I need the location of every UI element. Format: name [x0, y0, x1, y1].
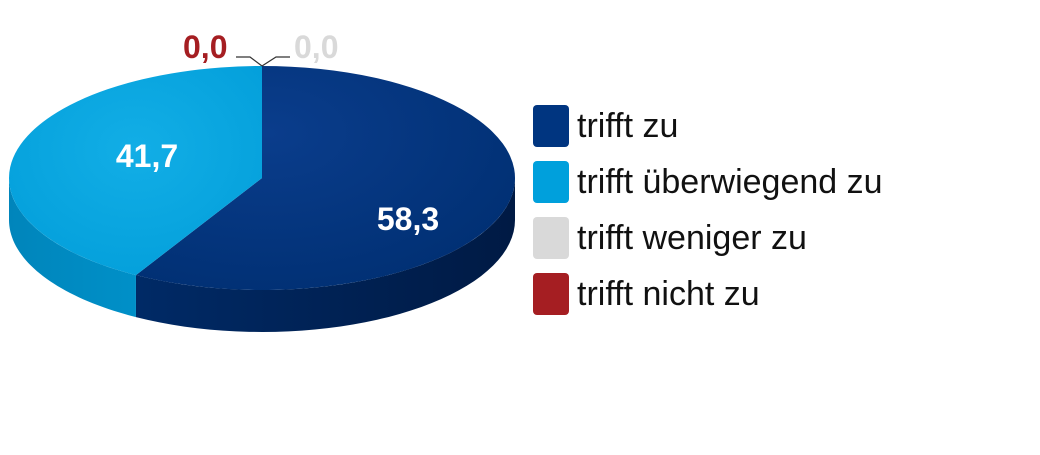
value-label-trifft-weniger-zu: 0,0: [294, 29, 338, 65]
value-label-trifft-ueberwiegend-zu: 41,7: [116, 138, 178, 174]
legend-item-trifft-ueberwiegend-zu: trifft überwiegend zu: [533, 154, 883, 210]
pie-slice-trifft-zu: [135, 66, 516, 291]
legend-label: trifft nicht zu: [577, 274, 760, 313]
legend-item-trifft-zu: trifft zu: [533, 98, 883, 154]
legend-label: trifft weniger zu: [577, 218, 807, 257]
legend-label: trifft zu: [577, 106, 679, 145]
legend-swatch: [533, 105, 569, 147]
legend-swatch: [533, 161, 569, 203]
legend-swatch: [533, 273, 569, 315]
legend-label: trifft überwiegend zu: [577, 162, 883, 201]
legend-swatch: [533, 217, 569, 259]
legend: trifft zu trifft überwiegend zu trifft w…: [533, 98, 883, 322]
pie-side-trifft-zu: [135, 178, 515, 332]
pie-side-trifft-ueberwiegend-zu: [9, 178, 136, 318]
leader-line-trifft-weniger-zu: [261, 56, 290, 67]
value-label-trifft-zu: 58,3: [377, 201, 439, 237]
leader-line-trifft-nicht-zu: [236, 56, 263, 67]
legend-item-trifft-nicht-zu: trifft nicht zu: [533, 266, 883, 322]
value-label-trifft-nicht-zu: 0,0: [183, 29, 227, 65]
pie-slice-trifft-ueberwiegend-zu: [9, 66, 262, 276]
legend-item-trifft-weniger-zu: trifft weniger zu: [533, 210, 883, 266]
